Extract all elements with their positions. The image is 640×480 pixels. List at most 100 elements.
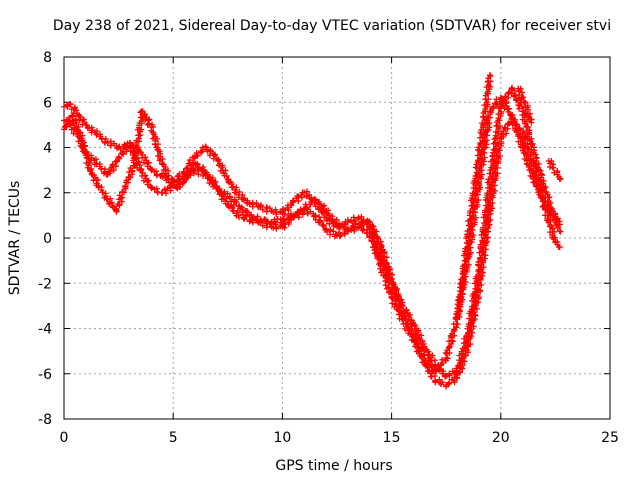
data-point-sample	[211, 152, 218, 159]
data-point-sample	[497, 152, 504, 159]
data-point-sample	[150, 123, 157, 130]
data-point-sample	[317, 217, 324, 224]
tick-layer: 0 5 10 15 20 25 -8 -6 -4 -2 0 2 4 6 8	[38, 50, 619, 446]
data-point-sample	[385, 289, 392, 296]
data-point-sample	[523, 160, 530, 167]
data-point-sample	[344, 216, 351, 223]
data-point-sample	[125, 174, 132, 181]
data-point-sample	[478, 126, 485, 133]
data-point-sample	[241, 195, 248, 202]
data-point	[301, 189, 308, 196]
data-point-sample	[186, 157, 193, 164]
data-point-sample	[194, 161, 201, 168]
data-point-sample	[390, 281, 397, 288]
data-point-sample	[426, 358, 433, 365]
data-point-sample	[381, 257, 388, 264]
data-point-sample	[470, 232, 477, 239]
x-axis-label: GPS time / hours	[275, 458, 392, 474]
data-point-sample	[387, 266, 394, 273]
data-point-sample	[249, 219, 256, 226]
data-point-sample	[461, 352, 468, 359]
data-point-sample	[153, 185, 160, 192]
data-point-sample	[451, 326, 458, 333]
data-point-sample	[489, 105, 496, 112]
data-point-sample	[110, 167, 117, 174]
data-point-sample	[487, 83, 494, 90]
data-point-sample	[439, 379, 446, 386]
data-point-sample	[479, 120, 486, 127]
data-point-sample	[482, 240, 489, 247]
data-point-sample	[439, 370, 446, 377]
data-point-sample	[380, 272, 387, 279]
data-point-sample	[188, 166, 195, 173]
data-point-sample	[295, 193, 302, 200]
data-point-sample	[83, 154, 90, 161]
data-point-sample	[263, 208, 270, 215]
y-tick-label: -4	[38, 322, 52, 338]
data-point-sample	[458, 281, 465, 288]
data-point-sample	[480, 244, 487, 251]
data-point-sample	[462, 245, 469, 252]
data-point-sample	[460, 263, 467, 270]
data-point-sample	[489, 205, 496, 212]
data-point-sample	[427, 362, 434, 369]
data-point-sample	[135, 132, 142, 139]
data-point-sample	[303, 204, 310, 211]
data-point-sample	[185, 171, 192, 178]
data-point-sample	[144, 160, 151, 167]
data-point	[104, 139, 111, 146]
data-point-sample	[233, 199, 240, 206]
data-point-sample	[446, 372, 453, 379]
data-point-sample	[513, 121, 520, 128]
data-point-sample	[307, 201, 314, 208]
data-point	[556, 228, 563, 235]
data-point	[323, 225, 330, 232]
data-point-sample	[498, 131, 505, 138]
data-point-sample	[160, 167, 167, 174]
data-point-sample	[547, 207, 554, 214]
data-point-sample	[548, 223, 555, 230]
data-point-sample	[482, 119, 489, 126]
data-point-sample	[412, 332, 419, 339]
data-point	[323, 214, 330, 221]
x-tick-label: 20	[492, 430, 510, 446]
data-point-sample	[468, 322, 475, 329]
data-point-sample	[484, 234, 491, 241]
data-point-sample	[474, 169, 481, 176]
data-point-sample	[533, 169, 540, 176]
data-point-sample	[285, 219, 292, 226]
data-point-sample	[393, 305, 400, 312]
data-point-sample	[554, 224, 561, 231]
data-point-sample	[359, 222, 366, 229]
data-point-sample	[132, 150, 139, 157]
data-point-sample	[73, 124, 80, 131]
data-point-sample	[541, 202, 548, 209]
data-point-sample	[434, 365, 441, 372]
data-point-sample	[102, 190, 109, 197]
data-point	[366, 219, 373, 226]
data-point-sample	[479, 134, 486, 141]
data-point-sample	[456, 299, 463, 306]
data-point-sample	[195, 171, 202, 178]
data-point-sample	[281, 224, 288, 231]
data-point-sample	[335, 223, 342, 230]
data-point-sample	[465, 237, 472, 244]
data-point-sample	[537, 185, 544, 192]
y-tick-label: -6	[38, 367, 52, 383]
data-point-sample	[464, 266, 471, 273]
x-tick-label: 5	[169, 430, 178, 446]
data-point-sample	[551, 228, 558, 235]
data-point-sample	[108, 199, 115, 206]
data-point-sample	[549, 164, 556, 171]
data-point-sample	[545, 203, 552, 210]
data-point-sample	[494, 170, 501, 177]
data-point-sample	[484, 214, 491, 221]
data-point-sample	[521, 144, 528, 151]
data-point-sample	[485, 96, 492, 103]
data-point-sample	[225, 202, 232, 209]
data-point-sample	[414, 340, 421, 347]
data-point-sample	[250, 214, 257, 221]
data-point-sample	[281, 211, 288, 218]
data-point-sample	[407, 321, 414, 328]
data-point-sample	[477, 139, 484, 146]
